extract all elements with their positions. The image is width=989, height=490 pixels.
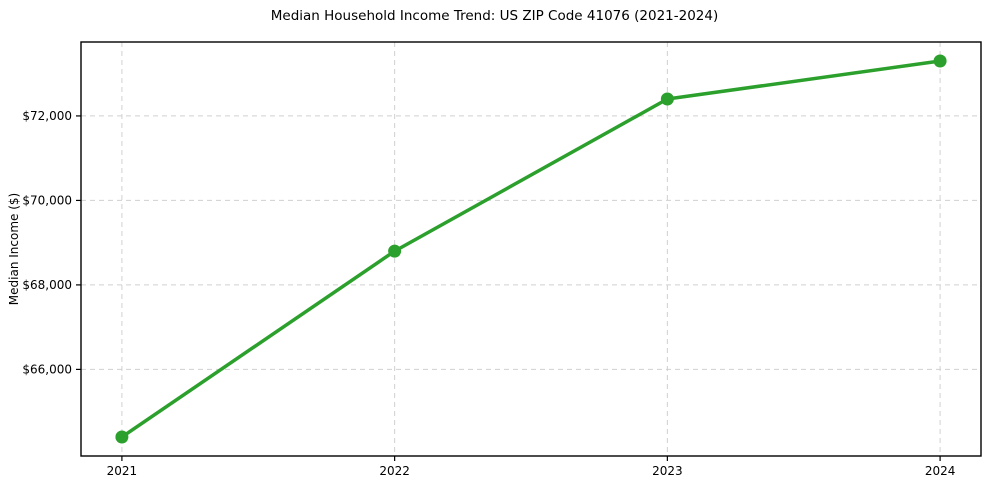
x-tick-label: 2023	[652, 464, 683, 478]
data-line	[120, 59, 942, 439]
y-tick-label: $66,000	[22, 363, 72, 377]
y-tick-label: $70,000	[22, 194, 72, 208]
chart-title: Median Household Income Trend: US ZIP Co…	[270, 8, 719, 24]
data-point-marker	[933, 54, 947, 68]
x-tick-label: 2024	[925, 464, 956, 478]
data-point-marker	[660, 92, 674, 106]
x-tick-label: 2021	[107, 464, 138, 478]
y-tick-label: $72,000	[22, 109, 72, 123]
x-tick-label: 2022	[379, 464, 410, 478]
data-point-marker	[115, 430, 129, 444]
data-point-marker	[388, 244, 402, 258]
plot-frame	[80, 41, 982, 457]
y-tick-label: $68,000	[22, 278, 72, 292]
